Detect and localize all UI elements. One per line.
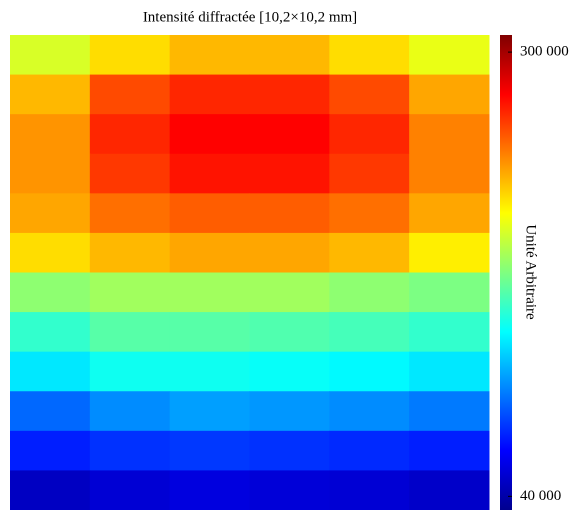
heatmap-cell <box>10 430 91 471</box>
heatmap-cell <box>89 312 171 353</box>
heatmap-cell <box>169 114 250 155</box>
heatmap-cell <box>10 35 91 76</box>
heatmap <box>10 35 490 510</box>
heatmap-cell <box>89 193 171 234</box>
heatmap-cell <box>169 470 250 510</box>
heatmap-cell <box>409 153 490 194</box>
heatmap-cell <box>249 193 330 234</box>
heatmap-cell <box>169 35 250 76</box>
colorbar-label: Unité Arbitraire <box>523 224 539 320</box>
heatmap-cell <box>169 153 250 194</box>
heatmap-cell <box>409 114 490 155</box>
heatmap-cell <box>329 153 410 194</box>
heatmap-cell <box>249 470 330 510</box>
heatmap-cell <box>329 430 410 471</box>
heatmap-cell <box>10 114 91 155</box>
heatmap-cell <box>10 351 91 392</box>
heatmap-cell <box>169 193 250 234</box>
heatmap-cell <box>10 391 91 432</box>
heatmap-cell <box>10 193 91 234</box>
heatmap-cell <box>10 232 91 273</box>
heatmap-cell <box>409 312 490 353</box>
heatmap-cell <box>10 312 91 353</box>
heatmap-cell <box>169 272 250 313</box>
heatmap-cell <box>409 272 490 313</box>
heatmap-cell <box>89 430 171 471</box>
heatmap-cell <box>249 391 330 432</box>
heatmap-cell <box>89 272 171 313</box>
heatmap-cell <box>249 114 330 155</box>
heatmap-cell <box>409 391 490 432</box>
heatmap-cell <box>329 312 410 353</box>
heatmap-cell <box>89 74 171 115</box>
heatmap-cell <box>329 232 410 273</box>
heatmap-cell <box>249 351 330 392</box>
heatmap-cell <box>329 74 410 115</box>
heatmap-cell <box>89 35 171 76</box>
heatmap-cell <box>169 74 250 115</box>
heatmap-cell <box>249 153 330 194</box>
heatmap-cell <box>10 74 91 115</box>
heatmap-cell <box>169 351 250 392</box>
heatmap-cell <box>329 272 410 313</box>
heatmap-cell <box>409 193 490 234</box>
heatmap-cell <box>249 74 330 115</box>
heatmap-cell <box>89 351 171 392</box>
heatmap-cell <box>89 153 171 194</box>
heatmap-cell <box>249 35 330 76</box>
heatmap-cell <box>89 470 171 510</box>
colorbar-tick-label: 40 000 <box>520 488 561 504</box>
heatmap-cell <box>89 232 171 273</box>
heatmap-cell <box>169 430 250 471</box>
heatmap-cell <box>329 391 410 432</box>
colorbar-tick-label: 300 000 <box>520 44 569 60</box>
heatmap-cell <box>329 351 410 392</box>
heatmap-cell <box>249 232 330 273</box>
heatmap-cell <box>329 114 410 155</box>
heatmap-cell <box>10 272 91 313</box>
heatmap-cell <box>249 430 330 471</box>
colorbar <box>500 35 512 510</box>
heatmap-cell <box>249 312 330 353</box>
heatmap-cell <box>10 153 91 194</box>
heatmap-cell <box>89 391 171 432</box>
heatmap-cell <box>409 430 490 471</box>
heatmap-cell <box>329 35 410 76</box>
heatmap-cell <box>409 35 490 76</box>
heatmap-cell <box>409 470 490 510</box>
heatmap-cell <box>169 391 250 432</box>
heatmap-cell <box>329 193 410 234</box>
heatmap-cell <box>409 232 490 273</box>
heatmap-cell <box>89 114 171 155</box>
heatmap-cell <box>10 470 91 510</box>
heatmap-cell <box>329 470 410 510</box>
chart-title: Intensité diffractée [10,2×10,2 mm] <box>143 9 357 25</box>
heatmap-cell <box>409 351 490 392</box>
heatmap-cell <box>409 74 490 115</box>
heatmap-cell <box>169 232 250 273</box>
heatmap-cell <box>249 272 330 313</box>
heatmap-cell <box>169 312 250 353</box>
